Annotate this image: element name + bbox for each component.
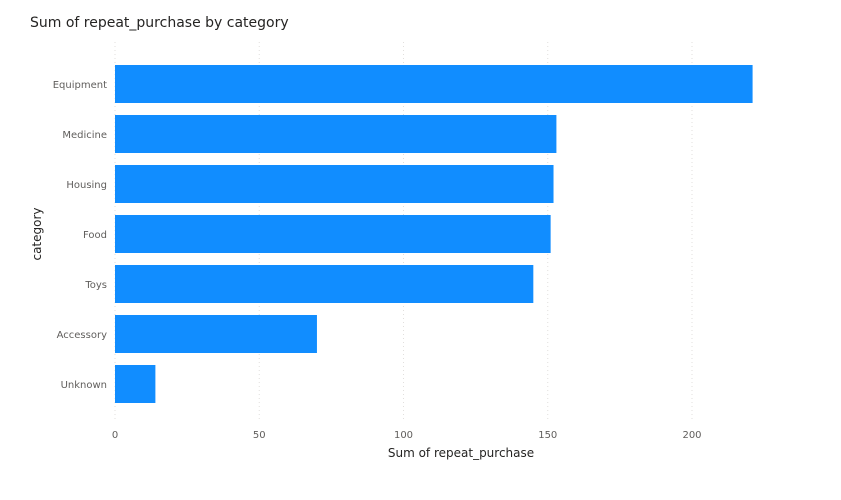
y-axis-title: category [30, 207, 44, 260]
x-tick-label-150: 150 [538, 430, 557, 441]
value-tick-labels: 0 50 100 150 200 [112, 430, 702, 441]
category-label-medicine: Medicine [62, 130, 107, 141]
x-tick-label-200: 200 [682, 430, 701, 441]
x-axis-title: Sum of repeat_purchase [388, 446, 534, 460]
bar-toys[interactable] [115, 265, 534, 303]
category-label-food: Food [83, 230, 107, 241]
x-tick-label-0: 0 [112, 430, 118, 441]
category-label-housing: Housing [66, 180, 107, 191]
bar-unknown[interactable] [115, 365, 156, 403]
category-label-equipment: Equipment [53, 80, 107, 91]
category-tick-labels: Equipment Medicine Housing Food Toys Accessor… [53, 80, 107, 391]
x-tick-label-100: 100 [394, 430, 413, 441]
bar-food[interactable] [115, 215, 551, 253]
bars [115, 65, 753, 403]
bar-equipment[interactable] [115, 65, 753, 103]
category-label-accessory: Accessory [57, 330, 107, 341]
chart-title: Sum of repeat_purchase by category [30, 15, 289, 31]
category-label-unknown: Unknown [61, 380, 107, 391]
bar-medicine[interactable] [115, 115, 557, 153]
x-tick-label-50: 50 [253, 430, 266, 441]
bar-housing[interactable] [115, 165, 554, 203]
category-label-toys: Toys [84, 280, 107, 291]
bar-accessory[interactable] [115, 315, 317, 353]
